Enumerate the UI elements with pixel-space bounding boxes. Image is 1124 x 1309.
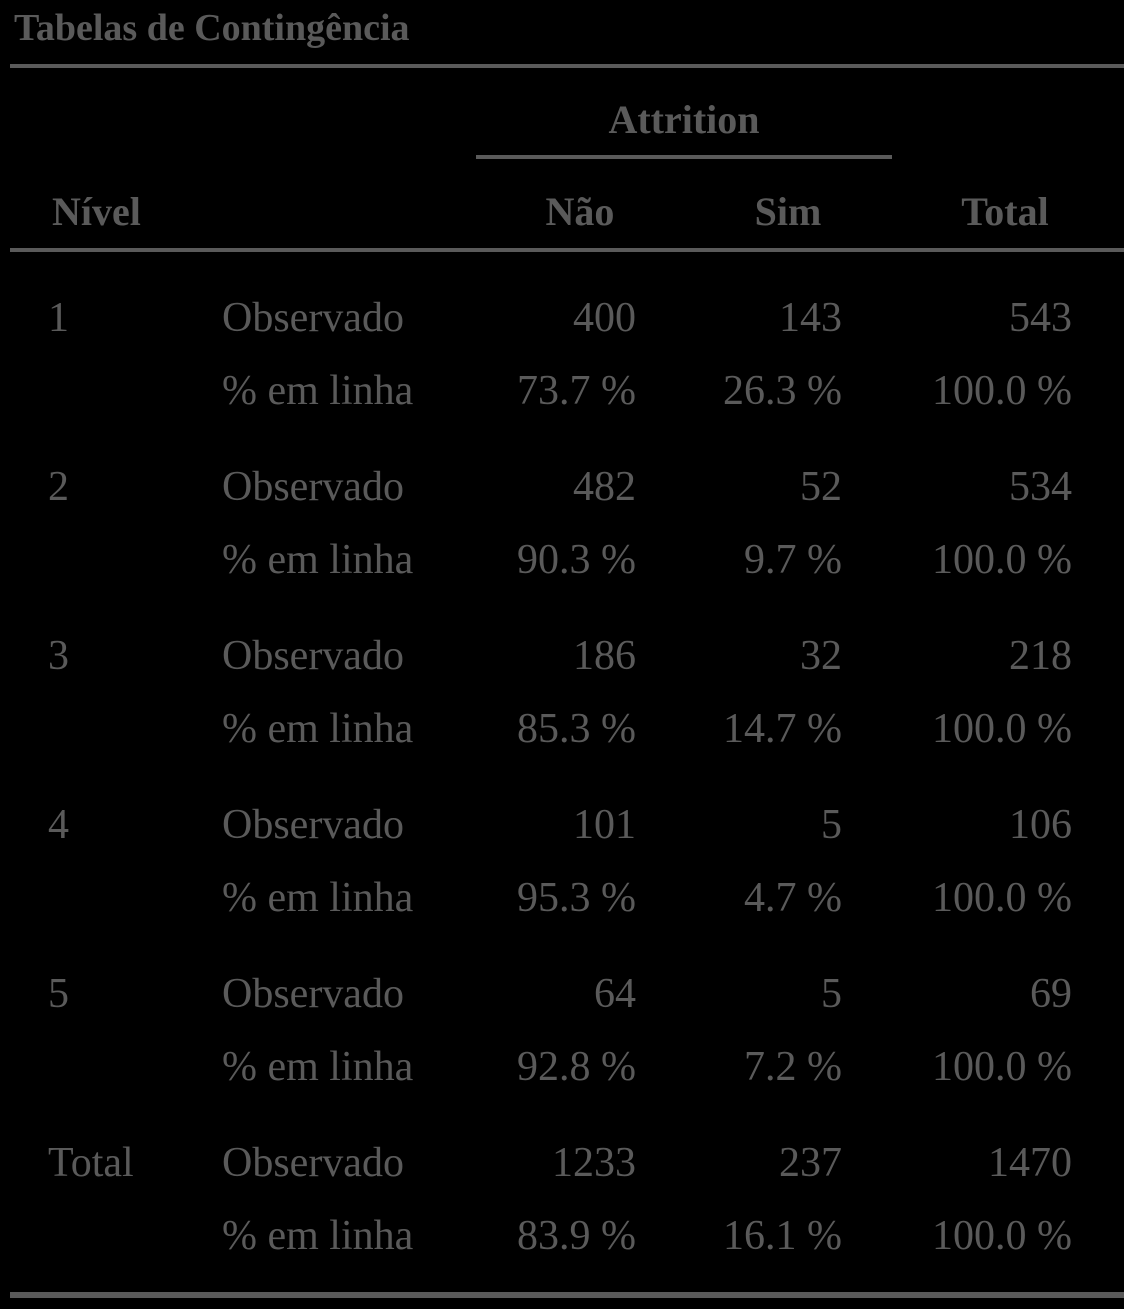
stat-label-cell: Observado: [222, 802, 404, 848]
column-header-nao: Não: [545, 189, 615, 234]
table-row: 5 Observado 64 5 69: [0, 966, 1124, 1022]
level-cell: 4: [48, 802, 69, 848]
table-row-group: 3 Observado 186 32 218 % em linha 85.3 %…: [0, 628, 1124, 797]
nao-cell: 90.3 %: [517, 537, 636, 583]
stat-label-cell: % em linha: [222, 875, 414, 921]
total-cell: 106: [1009, 802, 1072, 848]
nao-cell: 482: [573, 464, 636, 510]
table-row: % em linha 83.9 % 16.1 % 100.0 %: [0, 1208, 1124, 1264]
top-rule: [10, 64, 1124, 68]
level-cell: 5: [48, 971, 69, 1017]
stat-label-cell: Observado: [222, 295, 404, 341]
level-cell: 2: [48, 464, 69, 510]
total-cell: 1470: [988, 1140, 1072, 1186]
nao-cell: 64: [594, 971, 636, 1017]
stat-label-cell: % em linha: [222, 1044, 414, 1090]
nao-cell: 400: [573, 295, 636, 341]
sim-cell: 7.2 %: [744, 1044, 842, 1090]
nao-cell: 186: [573, 633, 636, 679]
column-header-level: Nível: [52, 189, 141, 234]
total-cell: 100.0 %: [932, 706, 1072, 752]
sim-cell: 4.7 %: [744, 875, 842, 921]
column-header-sim: Sim: [754, 189, 822, 234]
total-cell: 69: [1030, 971, 1072, 1017]
sim-cell: 26.3 %: [723, 368, 842, 414]
column-header-total: Total: [961, 189, 1049, 234]
stat-label-cell: Observado: [222, 464, 404, 510]
sim-cell: 5: [821, 971, 842, 1017]
nao-cell: 101: [573, 802, 636, 848]
total-cell: 543: [1009, 295, 1072, 341]
table-row-group: 5 Observado 64 5 69 % em linha 92.8 % 7.…: [0, 966, 1124, 1135]
table-row-group: 4 Observado 101 5 106 % em linha 95.3 % …: [0, 797, 1124, 966]
sim-cell: 14.7 %: [723, 706, 842, 752]
table-row: % em linha 73.7 % 26.3 % 100.0 %: [0, 363, 1124, 419]
nao-cell: 85.3 %: [517, 706, 636, 752]
nao-cell: 95.3 %: [517, 875, 636, 921]
table-body: 1 Observado 400 143 543 % em linha 73.7 …: [0, 290, 1124, 1304]
bottom-rule: [10, 1292, 1124, 1298]
sim-cell: 9.7 %: [744, 537, 842, 583]
total-cell: 100.0 %: [932, 537, 1072, 583]
group-header-underline: [476, 155, 892, 159]
sim-cell: 52: [800, 464, 842, 510]
total-cell: 100.0 %: [932, 875, 1072, 921]
total-cell: 534: [1009, 464, 1072, 510]
table-row: % em linha 85.3 % 14.7 % 100.0 %: [0, 701, 1124, 757]
table-row-group-total: Total Observado 1233 237 1470 % em linha…: [0, 1135, 1124, 1304]
group-header-attrition: Attrition: [608, 97, 760, 142]
total-cell: 218: [1009, 633, 1072, 679]
table-row-group: 1 Observado 400 143 543 % em linha 73.7 …: [0, 290, 1124, 459]
table-row: 3 Observado 186 32 218: [0, 628, 1124, 684]
sim-cell: 32: [800, 633, 842, 679]
sim-cell: 143: [779, 295, 842, 341]
level-cell: Total: [48, 1140, 134, 1186]
table-row: % em linha 95.3 % 4.7 % 100.0 %: [0, 870, 1124, 926]
level-cell: 3: [48, 633, 69, 679]
stat-label-cell: Observado: [222, 1140, 404, 1186]
sim-cell: 16.1 %: [723, 1213, 842, 1259]
table-row: 1 Observado 400 143 543: [0, 290, 1124, 346]
table-row: 4 Observado 101 5 106: [0, 797, 1124, 853]
total-cell: 100.0 %: [932, 1213, 1072, 1259]
table-row: Total Observado 1233 237 1470: [0, 1135, 1124, 1191]
table-title: Tabelas de Contingência: [14, 7, 410, 49]
nao-cell: 92.8 %: [517, 1044, 636, 1090]
total-cell: 100.0 %: [932, 1044, 1072, 1090]
stat-label-cell: % em linha: [222, 368, 414, 414]
nao-cell: 83.9 %: [517, 1213, 636, 1259]
sim-cell: 5: [821, 802, 842, 848]
total-cell: 100.0 %: [932, 368, 1072, 414]
table-row: % em linha 92.8 % 7.2 % 100.0 %: [0, 1039, 1124, 1095]
header-rule: [10, 248, 1124, 252]
stat-label-cell: Observado: [222, 971, 404, 1017]
table-row-group: 2 Observado 482 52 534 % em linha 90.3 %…: [0, 459, 1124, 628]
table-row: 2 Observado 482 52 534: [0, 459, 1124, 515]
stat-label-cell: % em linha: [222, 1213, 414, 1259]
table-row: % em linha 90.3 % 9.7 % 100.0 %: [0, 532, 1124, 588]
stat-label-cell: % em linha: [222, 537, 414, 583]
stat-label-cell: % em linha: [222, 706, 414, 752]
nao-cell: 73.7 %: [517, 368, 636, 414]
sim-cell: 237: [779, 1140, 842, 1186]
stat-label-cell: Observado: [222, 633, 404, 679]
nao-cell: 1233: [552, 1140, 636, 1186]
level-cell: 1: [48, 295, 69, 341]
